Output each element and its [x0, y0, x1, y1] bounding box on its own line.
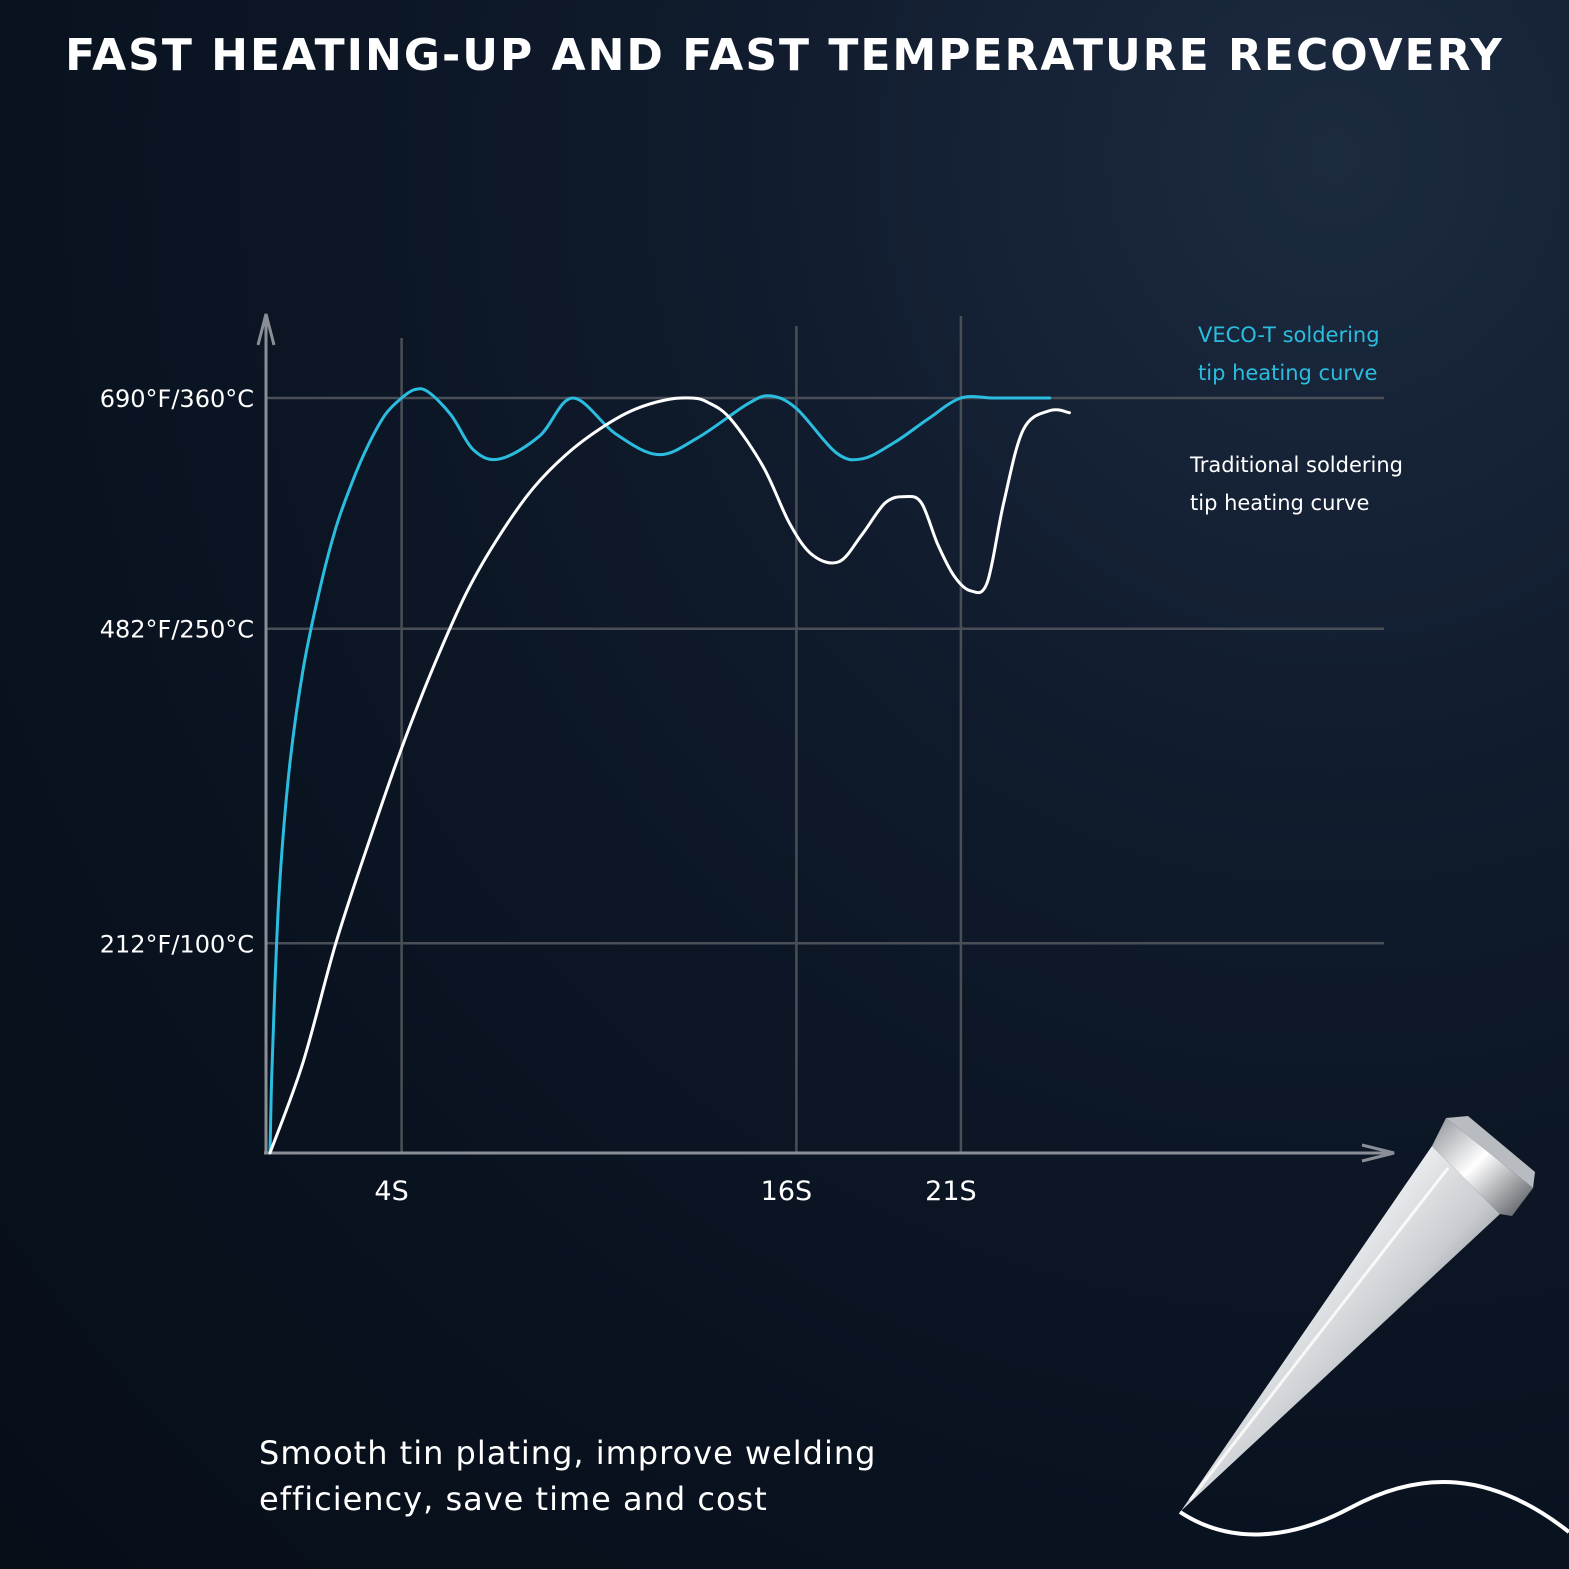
caption-text: Smooth tin plating, improve welding effi…: [259, 1434, 877, 1518]
swoosh-line: [1178, 1479, 1569, 1537]
tip-highlight: [1188, 1167, 1450, 1501]
soldering-tip-illustration: [1178, 1116, 1569, 1537]
y-tick-label: 482°F/250°C: [100, 616, 254, 644]
y-axis-arrow: [256, 313, 276, 346]
grid-layer: [266, 316, 1384, 1153]
x-axis-arrow: [1361, 1143, 1395, 1163]
series-label: tip heating curve: [1198, 361, 1377, 385]
axes-layer: [256, 313, 1395, 1163]
x-tick-label: 4S: [374, 1176, 408, 1207]
series-label: VECO-T soldering: [1198, 323, 1380, 347]
series-layer: [268, 387, 1071, 1155]
chart-title: FAST HEATING-UP AND FAST TEMPERATURE REC…: [65, 30, 1504, 81]
x-tick-label: 16S: [761, 1176, 813, 1207]
tip-collar: [1432, 1118, 1533, 1216]
tip-base: [1446, 1116, 1535, 1188]
y-tick-label: 690°F/360°C: [100, 385, 254, 413]
traditional-curve: [268, 396, 1071, 1155]
veco-t-curve: [268, 387, 1052, 1155]
series-label: tip heating curve: [1190, 491, 1369, 515]
tip-cone: [1181, 1146, 1500, 1511]
label-layer: 212°F/100°C 482°F/250°C 690°F/360°C 4S 16S 21…: [100, 323, 1403, 1207]
series-label: Traditional soldering: [1189, 453, 1403, 477]
y-tick-label: 212°F/100°C: [100, 930, 254, 958]
x-tick-label: 21S: [925, 1176, 977, 1207]
